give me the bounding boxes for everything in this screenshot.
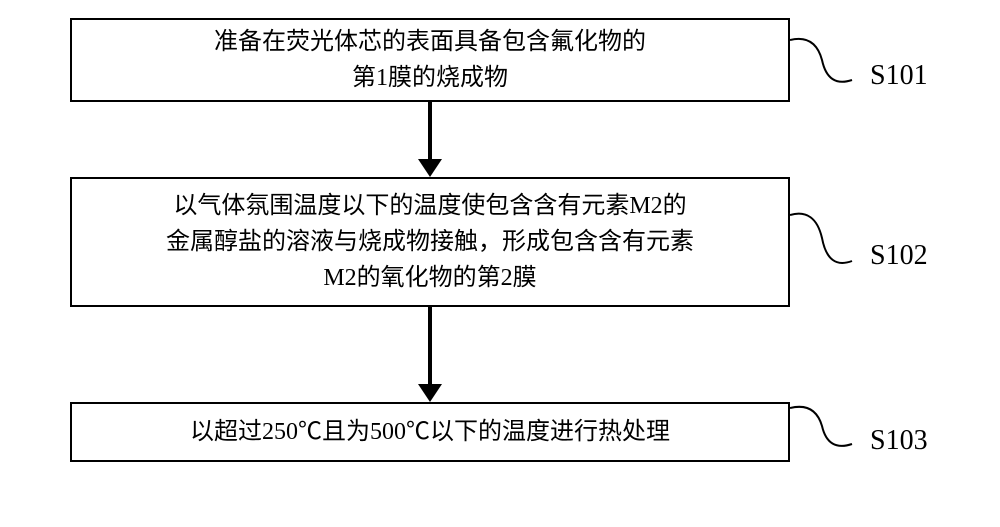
step-text-line: 以气体氛围温度以下的温度使包含含有元素M2的	[173, 188, 686, 224]
step-label-s101: S101	[870, 60, 928, 92]
connector-s101	[790, 32, 860, 92]
connector-s103	[790, 400, 860, 456]
step-box-s103: 以超过250℃且为500℃以下的温度进行热处理	[70, 402, 790, 462]
step-text-line: 第1膜的烧成物	[352, 60, 508, 96]
step-box-s102: 以气体氛围温度以下的温度使包含含有元素M2的 金属醇盐的溶液与烧成物接触，形成包…	[70, 177, 790, 307]
step-label-s102: S102	[870, 240, 928, 272]
step-text-line: 以超过250℃且为500℃以下的温度进行热处理	[190, 414, 670, 450]
step-text-line: M2的氧化物的第2膜	[323, 260, 536, 296]
step-box-s101: 准备在荧光体芯的表面具备包含氟化物的 第1膜的烧成物	[70, 18, 790, 102]
arrow-1	[70, 102, 790, 177]
arrow-2	[70, 307, 790, 402]
step-label-s103: S103	[870, 425, 928, 457]
connector-s102	[790, 205, 860, 275]
step-text-line: 金属醇盐的溶液与烧成物接触，形成包含含有元素	[166, 224, 694, 260]
step-text-line: 准备在荧光体芯的表面具备包含氟化物的	[214, 24, 646, 60]
